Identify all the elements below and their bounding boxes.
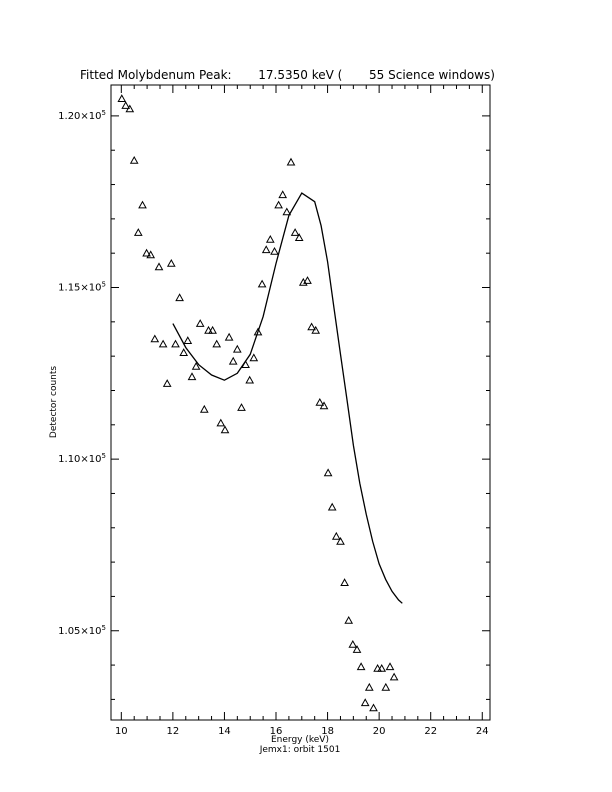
x-axis-title: Energy (keV)	[271, 735, 329, 745]
data-point-triangle	[377, 663, 387, 672]
data-point-triangle	[369, 703, 378, 712]
data-point-triangle	[257, 279, 267, 288]
data-point-triangle	[327, 502, 337, 511]
y-tick-label: 1.05×105	[58, 624, 106, 637]
data-point-triangle	[344, 615, 354, 624]
data-point-triangle	[216, 418, 226, 427]
x-tick-label: 24	[476, 726, 489, 737]
data-point-triangle	[228, 356, 238, 365]
data-point-triangle	[166, 258, 176, 267]
data-point-triangle	[352, 645, 362, 653]
data-point-triangle	[323, 468, 333, 477]
x-axis: 10 12 14 16 18 20 22 24	[115, 85, 489, 737]
data-point-triangle	[265, 234, 275, 243]
x-tick-label: 18	[321, 726, 334, 737]
data-point-triangle	[290, 228, 300, 236]
data-point-triangle	[125, 104, 135, 113]
data-point-triangle	[187, 372, 197, 381]
data-point-triangle	[274, 200, 283, 209]
x-tick-label: 16	[270, 726, 283, 737]
data-point-triangle	[154, 262, 164, 271]
data-point-triangle	[183, 336, 193, 344]
data-point-triangle	[294, 233, 304, 241]
data-point-triangle	[336, 536, 345, 545]
x-tick-label: 22	[424, 726, 437, 737]
data-point-triangle	[162, 379, 172, 387]
data-point-triangle	[381, 682, 391, 691]
data-point-triangle	[278, 190, 288, 199]
data-point-triangle	[373, 663, 382, 672]
data-point-triangle	[208, 325, 217, 334]
data-point-triangle	[340, 578, 349, 586]
y-axis-title: Detector counts	[49, 366, 59, 438]
x-tick-label: 14	[218, 726, 231, 737]
data-point-triangle	[150, 334, 160, 343]
data-point-triangle	[146, 250, 156, 259]
y-tick-label: 1.10×105	[58, 452, 106, 465]
data-marks	[117, 94, 403, 712]
data-point-triangle	[232, 344, 242, 353]
data-point-triangle	[133, 228, 143, 236]
data-point-triangle	[175, 293, 184, 302]
x-tick-label: 12	[167, 726, 180, 737]
data-point-triangle	[224, 332, 234, 341]
chart-footer: Jemx1: orbit 1501	[259, 745, 341, 755]
data-point-triangle	[237, 403, 246, 411]
data-point-triangle	[319, 401, 329, 410]
data-point-triangle	[171, 339, 180, 348]
data-point-triangle	[253, 327, 263, 336]
fit-curve	[172, 192, 403, 604]
data-point-triangle	[356, 662, 366, 671]
y-tick-label: 1.15×105	[58, 281, 106, 294]
data-point-triangle	[389, 672, 399, 681]
data-point-triangle	[212, 339, 222, 348]
data-point-triangle	[331, 531, 341, 540]
data-point-triangle	[179, 348, 189, 356]
x-tick-label: 10	[115, 726, 128, 737]
data-point-triangle	[261, 245, 271, 254]
data-point-triangle	[245, 375, 255, 384]
data-point-triangle	[204, 325, 213, 334]
y-axis: 1.05×105 1.10×105 1.15×105 1.20×105	[58, 109, 490, 700]
data-point-triangle	[121, 101, 131, 109]
data-point-triangle	[360, 698, 370, 707]
x-tick-label: 20	[373, 726, 386, 737]
data-point-triangle	[195, 319, 205, 327]
data-point-triangle	[249, 353, 259, 362]
data-point-triangle	[385, 662, 395, 671]
data-point-triangle	[303, 276, 312, 284]
chart-title: Fitted Molybdenum Peak: 17.5350 keV ( 55…	[80, 68, 495, 82]
data-point-triangle	[282, 207, 292, 216]
plot-frame	[110, 84, 491, 721]
data-point-triangle	[348, 639, 358, 648]
data-point-triangle	[315, 397, 325, 406]
data-point-triangle	[286, 157, 296, 166]
data-point-triangle	[138, 200, 147, 209]
data-point-triangle	[129, 155, 139, 164]
data-point-triangle	[142, 248, 151, 257]
data-point-triangle	[270, 246, 279, 255]
y-tick-label: 1.20×105	[58, 109, 106, 122]
data-point-triangle	[191, 361, 201, 370]
data-point-triangle	[199, 404, 209, 413]
data-point-triangle	[220, 425, 230, 434]
data-point-triangle	[364, 682, 374, 691]
data-point-triangle	[307, 322, 316, 331]
data-point-triangle	[311, 325, 321, 334]
data-point-triangle	[117, 94, 127, 102]
data-point-triangle	[158, 339, 168, 348]
